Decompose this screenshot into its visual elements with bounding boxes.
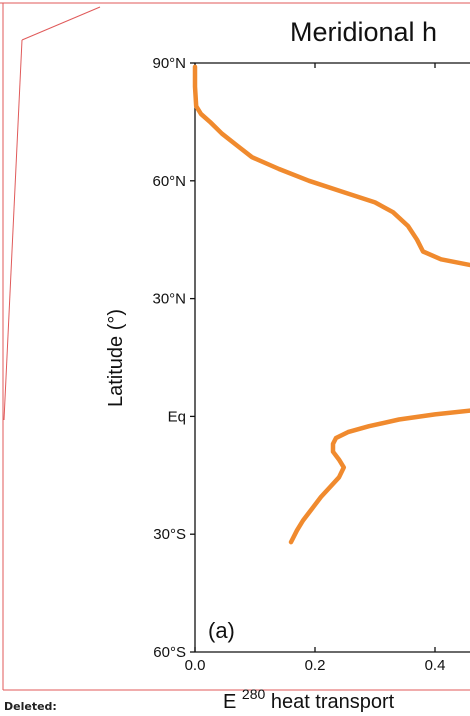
x-axis-title-sup: 280 xyxy=(242,686,266,702)
y-tick-label: 60°N xyxy=(152,173,186,190)
y-axis-title: Latitude (°) xyxy=(105,309,127,407)
series-line-2 xyxy=(291,403,470,542)
comment-connector xyxy=(4,40,22,420)
panel-label: (a) xyxy=(208,618,235,643)
y-tick-label: 30°N xyxy=(152,291,186,308)
x-ticks: 0.0 0.2 0.4 xyxy=(185,63,446,674)
x-tick-label: 0.2 xyxy=(305,657,326,674)
y-ticks: 90°N 60°N 30°N Eq 30°S 60°S xyxy=(152,55,195,661)
x-tick-label: 0.4 xyxy=(425,657,446,674)
deleted-note: Deleted: xyxy=(4,700,57,713)
axes xyxy=(195,63,470,652)
chart-title: Meridional h xyxy=(290,17,437,47)
x-axis-title-main: E xyxy=(223,691,236,713)
x-axis-title: E 280 heat transport xyxy=(223,682,395,713)
series-layer xyxy=(195,67,470,542)
x-tick-label: 0.0 xyxy=(185,657,206,674)
comment-connector-top xyxy=(22,7,100,40)
y-tick-label: 90°N xyxy=(152,55,186,72)
series-line-1 xyxy=(195,67,470,277)
y-tick-label: Eq xyxy=(168,408,186,425)
y-tick-label: 30°S xyxy=(153,526,186,543)
x-axis-title-rest: heat transport xyxy=(271,691,395,713)
y-tick-label: 60°S xyxy=(153,644,186,661)
